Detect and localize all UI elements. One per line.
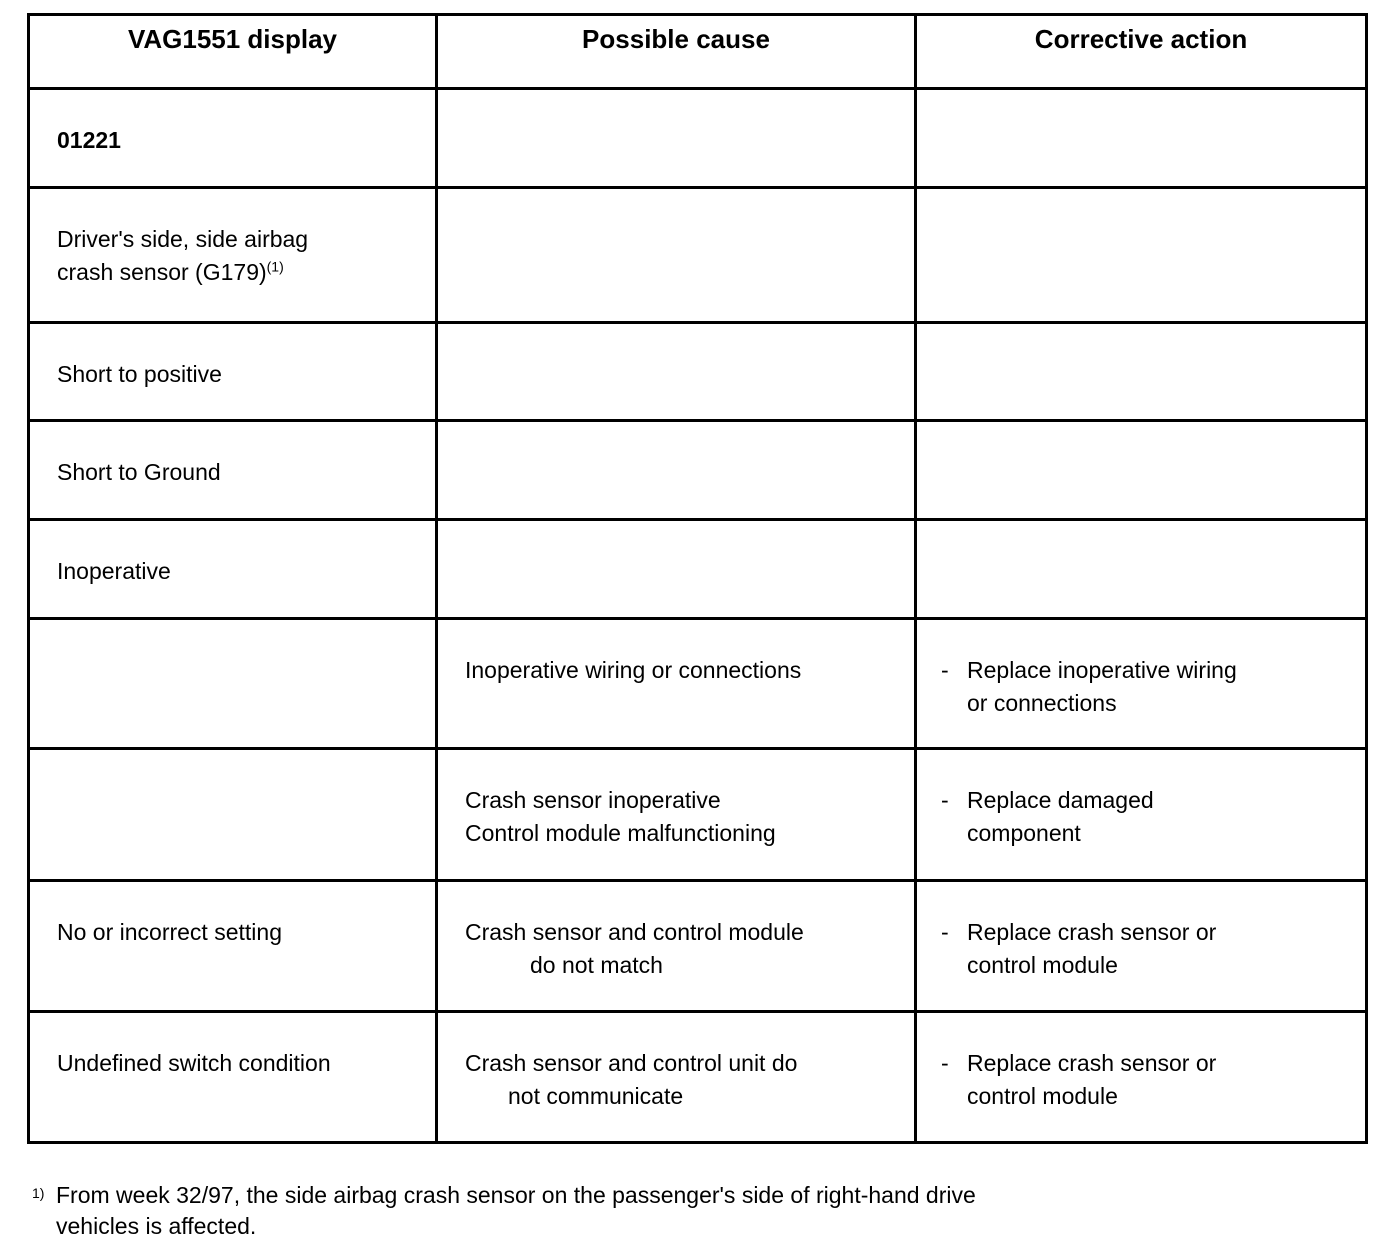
display-cell: 01221: [27, 87, 438, 189]
table-row: Short to Ground: [27, 419, 1368, 521]
action-cell: [914, 321, 1368, 422]
footnote: 1) From week 32/97, the side airbag crash…: [32, 1180, 976, 1242]
action-text: control module: [967, 952, 1118, 978]
display-text: Undefined switch condition: [57, 1050, 331, 1076]
cause-text: do not match: [530, 952, 663, 978]
cause-cell: [435, 87, 917, 189]
action-text: Replace damaged: [967, 787, 1154, 813]
display-cell: Short to Ground: [27, 419, 438, 521]
table-row: Crash sensor inoperative Control module …: [27, 747, 1368, 882]
cause-cell: [435, 518, 917, 620]
footnote-text: vehicles is affected.: [56, 1213, 257, 1239]
footnote-marker: 1): [32, 1185, 45, 1201]
table-row: Undefined switch condition Crash sensor …: [27, 1010, 1368, 1144]
diagnostic-table: VAG1551 display Possible cause Correctiv…: [27, 13, 1368, 1144]
cause-cell: [435, 419, 917, 521]
footnote-reference: (1): [266, 258, 284, 275]
action-cell: - Replace crash sensor or control module: [914, 879, 1368, 1013]
display-text: Short to positive: [57, 361, 222, 387]
display-text: crash sensor (G179): [57, 259, 267, 285]
table-row: Inoperative: [27, 518, 1368, 620]
fault-code: 01221: [57, 127, 121, 153]
cause-cell: Crash sensor and control module do not m…: [435, 879, 917, 1013]
display-cell: [27, 747, 438, 882]
footnote-text: From week 32/97, the side airbag crash s…: [56, 1182, 976, 1208]
table-row: 01221: [27, 87, 1368, 189]
header-possible-cause: Possible cause: [435, 13, 917, 90]
action-cell: - Replace inoperative wiring or connectio…: [914, 617, 1368, 750]
cause-text: Crash sensor and control unit do: [465, 1050, 798, 1076]
action-cell: - Replace crash sensor or control module: [914, 1010, 1368, 1144]
header-row: VAG1551 display Possible cause Correctiv…: [27, 13, 1368, 90]
table-row: Inoperative wiring or connections - Repla…: [27, 617, 1368, 750]
action-text: Replace inoperative wiring: [967, 657, 1237, 683]
display-cell: Undefined switch condition: [27, 1010, 438, 1144]
cause-text: Crash sensor and control module: [465, 919, 804, 945]
display-cell: No or incorrect setting: [27, 879, 438, 1013]
action-text: Replace crash sensor or: [967, 1050, 1217, 1076]
cause-text: Inoperative wiring or connections: [465, 657, 802, 683]
cause-text: Control module malfunctioning: [465, 820, 776, 846]
action-cell: [914, 87, 1368, 189]
bullet-dash: -: [941, 787, 949, 813]
action-text: Replace crash sensor or: [967, 919, 1217, 945]
table-row: No or incorrect setting Crash sensor and…: [27, 879, 1368, 1013]
cause-cell: [435, 321, 917, 422]
cause-text: not communicate: [508, 1083, 684, 1109]
action-text: component: [967, 820, 1081, 846]
action-cell: - Replace damaged component: [914, 747, 1368, 882]
cause-cell: Crash sensor and control unit do not com…: [435, 1010, 917, 1144]
display-text: Short to Ground: [57, 459, 221, 485]
bullet-dash: -: [941, 919, 949, 945]
display-text: Inoperative: [57, 558, 171, 584]
display-text: No or incorrect setting: [57, 919, 282, 945]
action-cell: [914, 518, 1368, 620]
display-cell: Short to positive: [27, 321, 438, 422]
cause-cell: Inoperative wiring or connections: [435, 617, 917, 750]
header-vag1551-display: VAG1551 display: [27, 13, 438, 90]
display-cell: Driver's side, side airbag crash sensor …: [27, 186, 438, 324]
table-row: Short to positive: [27, 321, 1368, 422]
cause-cell: [435, 186, 917, 324]
action-text: or connections: [967, 690, 1117, 716]
display-cell: [27, 617, 438, 750]
action-text: control module: [967, 1083, 1118, 1109]
cause-cell: Crash sensor inoperative Control module …: [435, 747, 917, 882]
header-corrective-action: Corrective action: [914, 13, 1368, 90]
action-cell: [914, 419, 1368, 521]
table-row: Driver's side, side airbag crash sensor …: [27, 186, 1368, 324]
bullet-dash: -: [941, 657, 949, 683]
action-cell: [914, 186, 1368, 324]
bullet-dash: -: [941, 1050, 949, 1076]
display-text: Driver's side, side airbag: [57, 226, 309, 252]
cause-text: Crash sensor inoperative: [465, 787, 721, 813]
display-cell: Inoperative: [27, 518, 438, 620]
